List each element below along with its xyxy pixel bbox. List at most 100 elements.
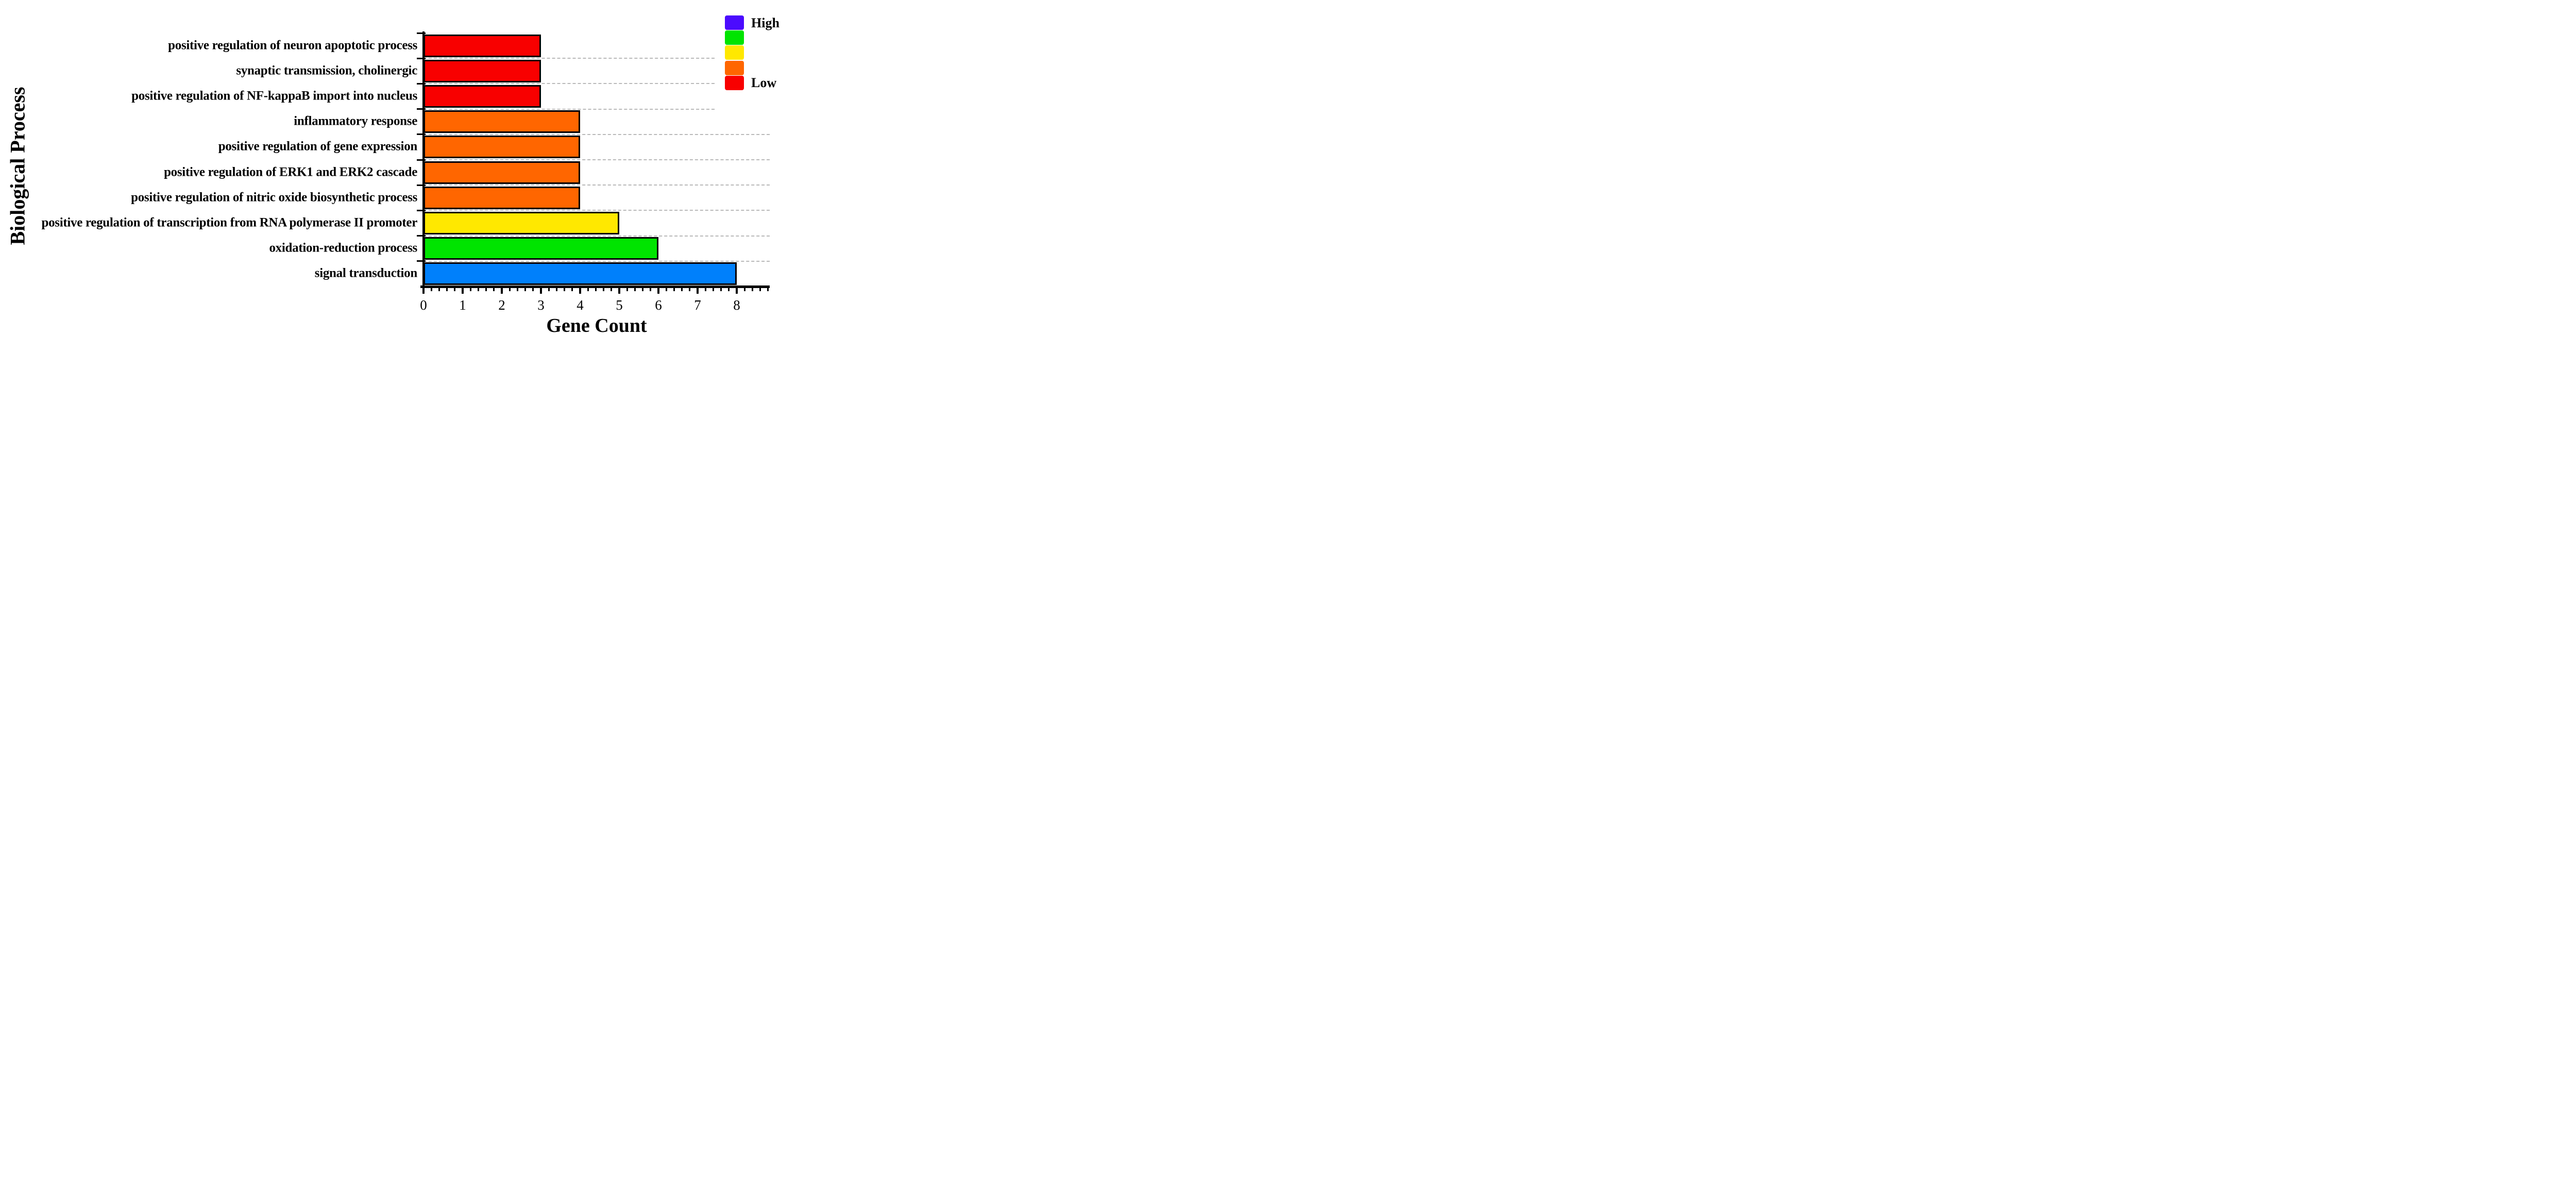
bar-7 [423,186,580,209]
y-axis-tick [417,108,426,110]
x-axis-minor-tick [751,288,753,291]
x-axis-major-tick [579,288,581,294]
gridline [423,159,770,160]
category-label: positive regulation of ERK1 and ERK2 cas… [164,165,417,179]
y-axis-tick [417,260,426,262]
x-axis-tick-label: 7 [694,297,701,313]
x-axis-minor-tick [532,288,534,291]
x-axis-minor-tick [712,288,714,291]
x-axis-major-tick [501,288,503,294]
x-axis-minor-tick [493,288,495,291]
legend-high-label: High [751,15,779,30]
y-axis-tick [417,235,426,237]
y-axis-tick [417,159,426,161]
x-axis-major-tick [422,288,425,294]
legend-swatch-1 [725,15,744,30]
go-enrichment-bar-chart: Biological Process positive regulation o… [0,0,808,342]
plot-area: positive regulation of neuron apoptotic … [0,0,808,342]
bar-1 [423,34,541,57]
bar-8 [423,211,619,234]
x-axis-tick-label: 0 [420,297,427,313]
x-axis-minor-tick [642,288,644,291]
x-axis-tick-label: 3 [537,297,545,313]
x-axis-major-tick [618,288,620,294]
x-axis-minor-tick [603,288,605,291]
gridline [423,260,770,262]
x-axis-major-tick [657,288,659,294]
x-axis-tick-label: 6 [655,297,662,313]
x-axis-minor-tick [689,288,691,291]
bar-10 [423,262,737,285]
bar-4 [423,110,580,133]
x-axis-minor-tick [564,288,566,291]
x-axis-major-tick [697,288,699,294]
x-axis-title: Gene Count [546,315,647,337]
y-axis-tick [417,57,426,59]
bar-3 [423,85,541,108]
bar-2 [423,59,541,82]
x-axis-tick-label: 2 [498,297,505,313]
x-axis-minor-tick [548,288,550,291]
x-axis-minor-tick [438,288,440,291]
x-axis-minor-tick [587,288,589,291]
category-label: positive regulation of transcription fro… [41,215,417,230]
gridline [423,58,715,59]
category-label: oxidation-reduction process [269,241,417,255]
x-axis-minor-tick [446,288,448,291]
x-axis-minor-tick [681,288,683,291]
x-axis-minor-tick [759,288,761,291]
x-axis-major-tick [736,288,738,294]
x-axis-minor-tick [626,288,628,291]
y-axis-tick [417,82,426,85]
x-axis-major-tick [462,288,464,294]
x-axis-minor-tick [469,288,471,291]
category-label: positive regulation of gene expression [218,139,418,154]
gridline [423,83,715,85]
x-axis-minor-tick [665,288,667,291]
x-axis-minor-tick [634,288,636,291]
x-axis-minor-tick [728,288,730,291]
x-axis-tick-label: 4 [577,297,584,313]
x-axis-minor-tick [485,288,487,291]
gridline [423,108,715,110]
legend-swatch-4 [725,60,744,75]
x-axis-minor-tick [704,288,706,291]
y-axis-tick [417,32,426,34]
legend-swatch-3 [725,45,744,60]
x-axis-minor-tick [720,288,722,291]
y-axis-tick [417,184,426,186]
category-label: signal transduction [314,266,418,280]
legend-low-label: Low [751,75,777,90]
gridline [423,133,770,135]
bar-6 [423,161,580,184]
x-axis-minor-tick [509,288,511,291]
category-label: positive regulation of nitric oxide bios… [131,190,417,205]
legend-swatch-2 [725,30,744,45]
x-axis-minor-tick [743,288,745,291]
legend-swatch-5 [725,75,744,90]
x-axis-minor-tick [595,288,597,291]
x-axis-minor-tick [650,288,652,291]
x-axis-minor-tick [767,288,769,291]
gridline [423,235,770,237]
gridline [423,184,770,186]
bar-9 [423,237,658,260]
x-axis-tick-label: 8 [733,297,740,313]
x-axis-minor-tick [555,288,557,291]
x-axis-minor-tick [571,288,573,291]
category-label: inflammatory response [294,114,417,128]
gridline [423,210,770,211]
x-axis-minor-tick [673,288,675,291]
x-axis-minor-tick [524,288,527,291]
x-axis-tick-label: 5 [616,297,623,313]
y-axis-tick [417,209,426,211]
x-axis-minor-tick [430,288,432,291]
category-label: positive regulation of neuron apoptotic … [168,38,417,53]
x-axis-minor-tick [516,288,518,291]
category-label: synaptic transmission, cholinergic [236,63,417,78]
category-label: positive regulation of NF-kappaB import … [131,89,417,103]
bar-5 [423,136,580,159]
y-axis-tick [417,133,426,136]
x-axis-line [420,285,770,288]
x-axis-minor-tick [454,288,456,291]
